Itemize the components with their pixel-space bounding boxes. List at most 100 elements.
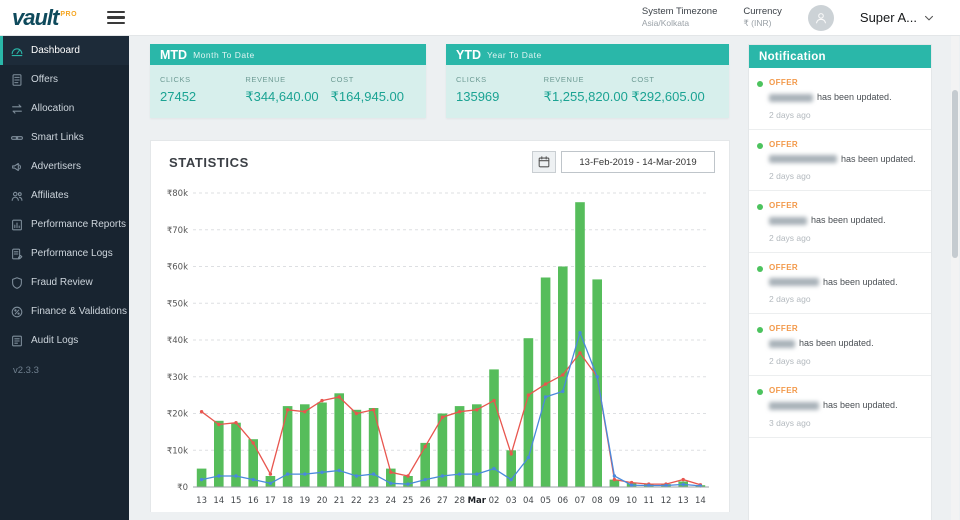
svg-text:25: 25 bbox=[403, 496, 414, 506]
notification-item[interactable]: OFFER has been updated. 2 days ago bbox=[749, 253, 931, 315]
notification-tag: OFFER bbox=[769, 78, 799, 87]
svg-text:18: 18 bbox=[282, 496, 293, 506]
svg-text:15: 15 bbox=[231, 496, 242, 506]
svg-text:13: 13 bbox=[678, 496, 689, 506]
system-timezone-info: System Timezone Asia/Kolkata bbox=[642, 6, 718, 29]
sidebar-item-finance-validations[interactable]: Finance & Validations bbox=[0, 297, 129, 326]
svg-text:13: 13 bbox=[196, 496, 207, 506]
notification-tag: OFFER bbox=[769, 385, 799, 395]
svg-text:24: 24 bbox=[385, 496, 396, 506]
svg-text:16: 16 bbox=[248, 496, 259, 506]
mtd-card: MTD Month To Date CLICKS 27452 REVENUE ₹… bbox=[150, 44, 426, 118]
currency-info: Currency ₹ (INR) bbox=[743, 6, 782, 29]
svg-text:Mar: Mar bbox=[468, 496, 487, 506]
sidebar-item-offers[interactable]: Offers bbox=[0, 65, 129, 94]
svg-text:₹70k: ₹70k bbox=[167, 226, 188, 236]
svg-text:₹50k: ₹50k bbox=[167, 299, 188, 309]
notification-message: has been updated. bbox=[769, 276, 921, 289]
offers-icon bbox=[10, 73, 24, 87]
date-range-input[interactable]: 13-Feb-2019 - 14-Mar-2019 bbox=[561, 151, 715, 173]
svg-text:06: 06 bbox=[557, 496, 568, 506]
metric-cost: COST ₹164,945.00 bbox=[330, 75, 404, 104]
metric-cost: COST ₹292,605.00 bbox=[631, 75, 705, 104]
notification-item[interactable]: OFFER has been updated. 2 days ago bbox=[749, 314, 931, 376]
calendar-icon bbox=[537, 155, 551, 169]
ytd-card: YTD Year To Date CLICKS 135969 REVENUE ₹… bbox=[446, 44, 729, 118]
sidebar-item-advertisers[interactable]: Advertisers bbox=[0, 152, 129, 181]
svg-text:12: 12 bbox=[661, 496, 672, 506]
user-menu[interactable]: Super A... bbox=[860, 10, 936, 25]
unread-dot-icon bbox=[757, 388, 763, 395]
notification-item[interactable]: OFFER has been updated. 3 days ago bbox=[749, 376, 931, 438]
currency-label: Currency bbox=[743, 6, 782, 18]
notification-tag: OFFER bbox=[769, 324, 799, 334]
sidebar-item-dashboard[interactable]: Dashboard bbox=[0, 36, 129, 65]
sidebar-item-affiliates[interactable]: Affiliates bbox=[0, 181, 129, 210]
notification-time: 2 days ago bbox=[769, 355, 811, 366]
sidebar-item-fraud-review[interactable]: Fraud Review bbox=[0, 268, 129, 297]
smart-links-icon bbox=[10, 131, 24, 145]
statistics-chart: ₹0 ₹10k ₹20k ₹30k ₹40k ₹50k ₹60k ₹70k ₹80k 13 14 15… bbox=[151, 179, 729, 516]
notification-message: has been updated. bbox=[769, 153, 921, 166]
header-right: System Timezone Asia/Kolkata Currency ₹ … bbox=[642, 4, 936, 31]
page-scrollbar[interactable] bbox=[951, 36, 959, 520]
date-range-picker: 13-Feb-2019 - 14-Mar-2019 bbox=[532, 151, 715, 173]
sidebar-item-label: Performance Logs bbox=[31, 248, 113, 259]
sidebar-item-performance-logs[interactable]: Performance Logs bbox=[0, 239, 129, 268]
advertisers-icon bbox=[10, 160, 24, 174]
notification-item[interactable]: OFFER has been updated. 2 days ago bbox=[749, 130, 931, 192]
metric-clicks: CLICKS 27452 bbox=[160, 75, 197, 104]
scrollbar-thumb[interactable] bbox=[952, 90, 958, 258]
affiliates-icon bbox=[10, 189, 24, 203]
notification-time: 2 days ago bbox=[769, 294, 811, 305]
sidebar-item-label: Performance Reports bbox=[31, 219, 127, 230]
notification-item[interactable]: OFFER has been updated. 2 days ago bbox=[749, 68, 931, 130]
svg-text:₹30k: ₹30k bbox=[167, 373, 188, 383]
sidebar-item-allocation[interactable]: Allocation bbox=[0, 94, 129, 123]
sidebar-item-label: Audit Logs bbox=[31, 335, 79, 346]
statistics-header: STATISTICS 13-Feb-2019 - 14-Mar-2019 bbox=[151, 141, 729, 173]
notification-message: has been updated. bbox=[769, 399, 921, 412]
sidebar-item-audit-logs[interactable]: Audit Logs bbox=[0, 326, 129, 355]
allocation-icon bbox=[10, 102, 24, 116]
svg-text:17: 17 bbox=[265, 496, 276, 506]
svg-text:07: 07 bbox=[575, 496, 586, 506]
svg-text:28: 28 bbox=[454, 496, 465, 506]
user-icon bbox=[814, 11, 828, 25]
menu-toggle-icon[interactable] bbox=[107, 10, 126, 25]
calendar-button[interactable] bbox=[532, 151, 556, 173]
svg-text:04: 04 bbox=[523, 496, 534, 506]
notification-time: 2 days ago bbox=[769, 109, 811, 120]
app-version: v2.3.3 bbox=[13, 365, 39, 376]
metric-revenue: REVENUE ₹1,255,820.00 bbox=[543, 75, 628, 104]
svg-text:₹40k: ₹40k bbox=[167, 336, 188, 346]
logo: vault PRO bbox=[12, 4, 78, 30]
notification-time: 3 days ago bbox=[769, 417, 811, 428]
finance-validations-icon bbox=[10, 305, 24, 319]
card-subtitle: Year To Date bbox=[487, 49, 542, 60]
redacted-offer-name bbox=[769, 93, 813, 102]
performance-logs-icon bbox=[10, 247, 24, 261]
statistics-title: STATISTICS bbox=[169, 154, 249, 170]
notification-time: 2 days ago bbox=[769, 171, 811, 182]
sidebar-item-label: Affiliates bbox=[31, 190, 69, 201]
svg-text:14: 14 bbox=[213, 496, 224, 506]
notification-item[interactable]: OFFER has been updated. 2 days ago bbox=[749, 191, 931, 253]
redacted-offer-name bbox=[769, 278, 819, 287]
notification-tag: OFFER bbox=[769, 139, 799, 149]
system-timezone-label: System Timezone bbox=[641, 6, 718, 18]
avatar[interactable] bbox=[807, 4, 834, 31]
performance-reports-icon bbox=[10, 218, 24, 232]
notification-panel: Notification OFFER has been updated. 2 d… bbox=[748, 44, 932, 520]
notification-message: has been updated. bbox=[769, 214, 921, 227]
sidebar-item-performance-reports[interactable]: Performance Reports bbox=[0, 210, 129, 239]
unread-dot-icon bbox=[757, 142, 763, 149]
redacted-offer-name bbox=[769, 155, 837, 164]
sidebar-item-label: Smart Links bbox=[31, 132, 84, 143]
sidebar-item-smart-links[interactable]: Smart Links bbox=[0, 123, 129, 152]
mtd-card-header: MTD Month To Date bbox=[150, 44, 426, 65]
sidebar: Dashboard Offers Allocation Smart Links … bbox=[0, 36, 129, 520]
redacted-offer-name bbox=[769, 340, 795, 348]
svg-text:03: 03 bbox=[506, 496, 517, 506]
